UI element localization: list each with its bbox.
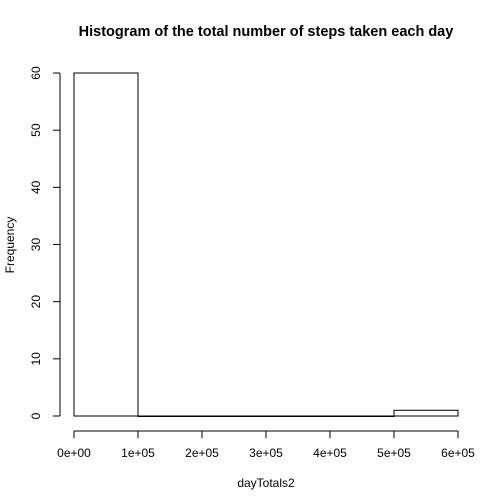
- histogram-bar-0: [73, 72, 139, 417]
- x-tick-label: 2e+05: [185, 446, 219, 460]
- bars-layer: [73, 72, 459, 417]
- x-tick-label: 3e+05: [249, 446, 283, 460]
- y-tick-label: 40: [29, 180, 43, 194]
- y-tick-label: 50: [29, 123, 43, 137]
- y-axis: 0 10 20 30 40 50 60: [29, 66, 61, 419]
- x-tick-label: 1e+05: [121, 446, 155, 460]
- histogram-bar-2: [201, 415, 267, 417]
- x-axis-title: dayTotals2: [237, 476, 295, 490]
- histogram-bar-3: [265, 415, 331, 417]
- x-tick-label: 6e+05: [441, 446, 475, 460]
- chart-title: Histogram of the total number of steps t…: [79, 24, 454, 40]
- histogram-bar-1: [137, 415, 203, 417]
- x-tick-label: 4e+05: [313, 446, 347, 460]
- y-tick-label: 10: [29, 352, 43, 366]
- y-tick-label: 0: [29, 412, 43, 419]
- y-axis-title: Frequency: [3, 217, 17, 274]
- histogram-bar-5: [393, 409, 459, 417]
- x-tick-label: 5e+05: [377, 446, 411, 460]
- y-tick-label: 60: [29, 66, 43, 80]
- y-tick-label: 30: [29, 238, 43, 252]
- y-tick-label: 20: [29, 295, 43, 309]
- histogram-bar-4: [329, 415, 395, 417]
- x-tick-label: 0e+00: [57, 446, 91, 460]
- x-axis: 0e+00 1e+05 2e+05 3e+05 4e+05 5e+05 6e+05: [57, 430, 475, 460]
